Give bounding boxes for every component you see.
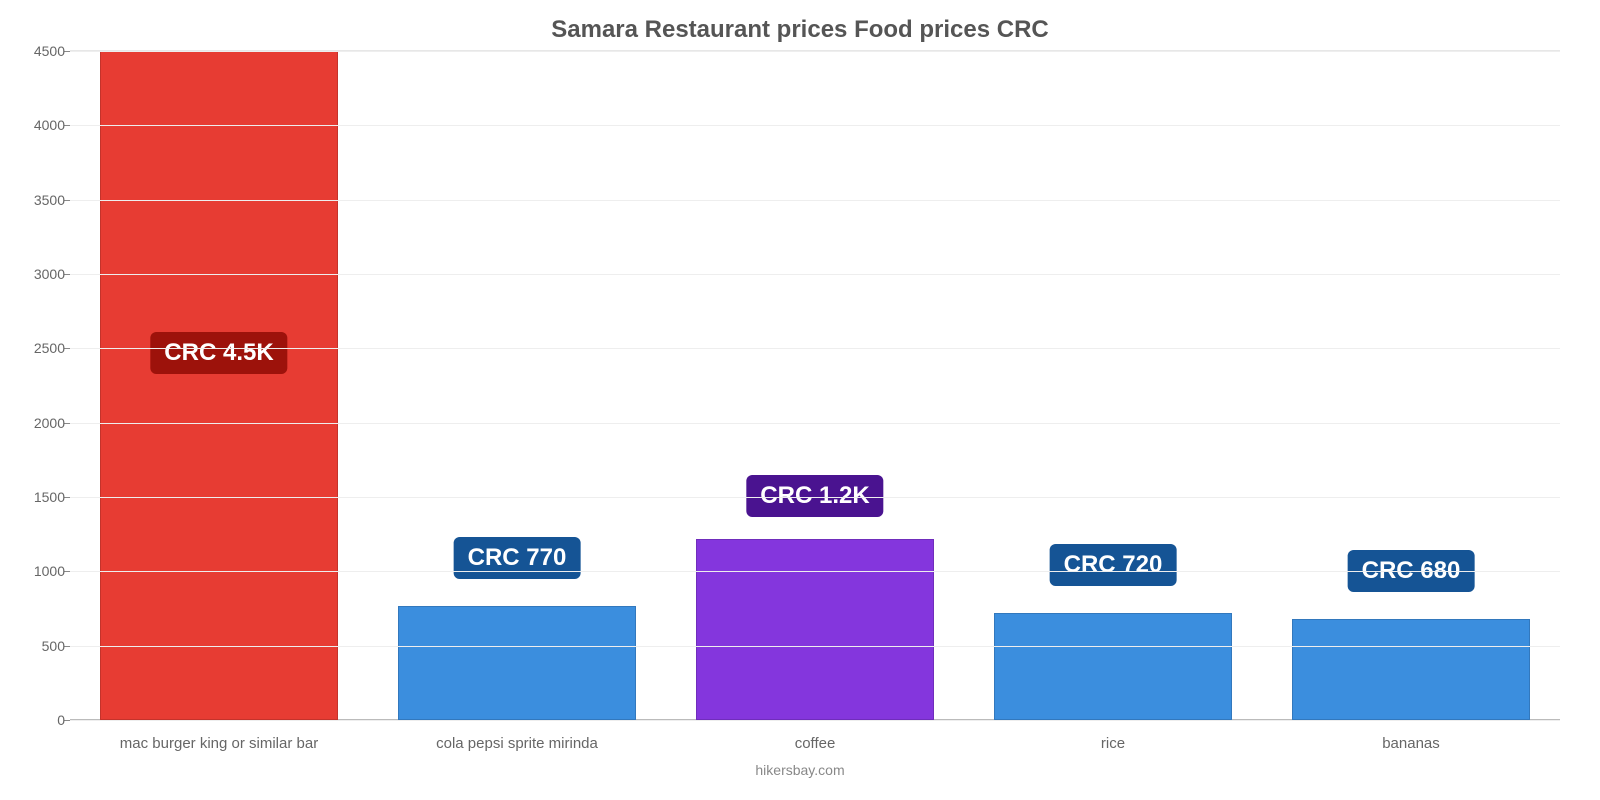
x-axis-label: mac burger king or similar bar xyxy=(70,735,368,752)
bar: CRC 1.2K xyxy=(696,539,934,720)
gridline xyxy=(70,571,1560,572)
y-tick-label: 1000 xyxy=(20,563,65,579)
gridline xyxy=(70,423,1560,424)
bar-slot: CRC 680 xyxy=(1262,51,1560,720)
bar-value-label: CRC 1.2K xyxy=(746,475,883,517)
bar-slot: CRC 720 xyxy=(964,51,1262,720)
y-tick-label: 3500 xyxy=(20,192,65,208)
gridline xyxy=(70,497,1560,498)
x-axis-label: bananas xyxy=(1262,735,1560,752)
bar-slot: CRC 770 xyxy=(368,51,666,720)
y-tick-label: 3000 xyxy=(20,266,65,282)
gridline xyxy=(70,720,1560,721)
gridline xyxy=(70,348,1560,349)
chart-plot-area: CRC 4.5KCRC 770CRC 1.2KCRC 720CRC 680 05… xyxy=(70,50,1560,720)
bar: CRC 770 xyxy=(398,606,636,720)
y-tick-label: 4000 xyxy=(20,117,65,133)
chart-title: Samara Restaurant prices Food prices CRC xyxy=(0,0,1600,44)
y-tick-label: 500 xyxy=(20,638,65,654)
bar-value-label: CRC 4.5K xyxy=(150,332,287,374)
attribution-text: hikersbay.com xyxy=(0,762,1600,778)
x-axis-label: rice xyxy=(964,735,1262,752)
x-axis-label: coffee xyxy=(666,735,964,752)
y-tick-label: 2500 xyxy=(20,340,65,356)
y-tick-label: 0 xyxy=(20,712,65,728)
gridline xyxy=(70,646,1560,647)
bar-value-label: CRC 720 xyxy=(1050,544,1177,586)
bars-container: CRC 4.5K CRC 770 CRC 1.2K CRC 720 CRC 680 xyxy=(70,51,1560,720)
bar-slot: CRC 1.2K xyxy=(666,51,964,720)
y-tick-label: 2000 xyxy=(20,415,65,431)
plot-region: CRC 4.5KCRC 770CRC 1.2KCRC 720CRC 680 05… xyxy=(70,50,1560,720)
gridline xyxy=(70,51,1560,52)
gridline xyxy=(70,200,1560,201)
x-axis-labels: mac burger king or similar barcola pepsi… xyxy=(70,735,1560,752)
y-tick-label: 1500 xyxy=(20,489,65,505)
bar: CRC 4.5K xyxy=(100,51,338,720)
bar-slot: CRC 4.5K xyxy=(70,51,368,720)
gridline xyxy=(70,274,1560,275)
x-axis-label: cola pepsi sprite mirinda xyxy=(368,735,666,752)
bar: CRC 720 xyxy=(994,613,1232,720)
y-tick-label: 4500 xyxy=(20,43,65,59)
gridline xyxy=(70,125,1560,126)
bar: CRC 680 xyxy=(1292,619,1530,720)
